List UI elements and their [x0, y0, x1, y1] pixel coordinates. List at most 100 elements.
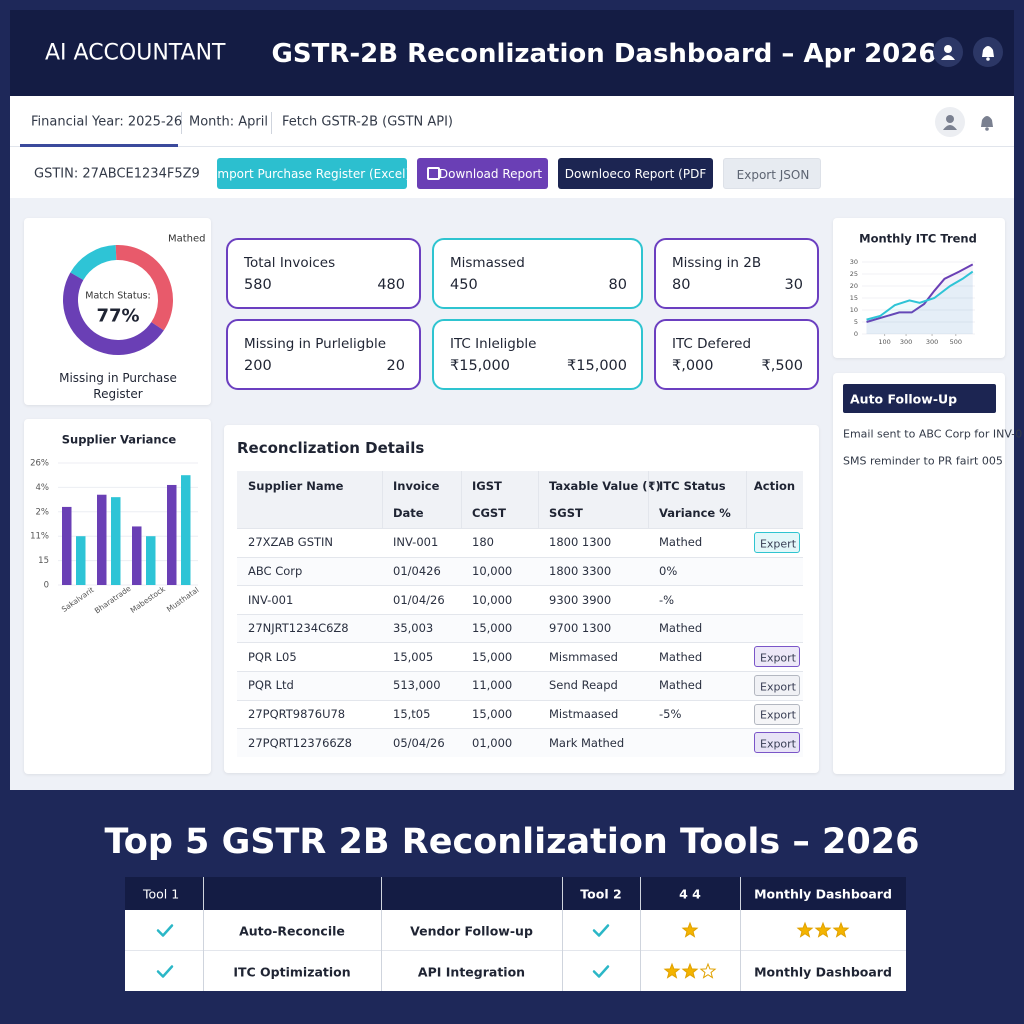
recon-cell: INV-001	[248, 592, 294, 607]
stat-value: 30	[784, 277, 803, 293]
tools-header: Monthly Dashboard	[754, 886, 892, 901]
recon-cell: 9300 3900	[549, 592, 612, 607]
stat-card	[654, 319, 819, 390]
recon-cell: Mathed	[659, 535, 703, 550]
stat-card	[654, 238, 819, 309]
recon-row	[237, 556, 803, 586]
tools-title: Top 5 GSTR 2B Reconlization Tools – 2026	[104, 822, 920, 862]
tools-cell: API Integration	[417, 964, 526, 979]
recon-row	[237, 613, 803, 643]
recon-cell: INV-001	[393, 535, 439, 550]
tools-header-bg	[125, 877, 906, 910]
recon-action-button[interactable]: Expert	[754, 532, 800, 553]
toolbar-divider	[10, 146, 1014, 147]
recon-header: Action	[753, 479, 796, 493]
tools-row-sep	[125, 950, 906, 951]
financial-year: Financial Year: 2025-26	[31, 114, 183, 130]
recon-cell: Mark Mathed	[549, 735, 625, 750]
recon-cell: ABC Corp	[248, 563, 303, 578]
tools-header: Tool 1	[143, 886, 180, 901]
stat-label: ITC Inleligble	[450, 336, 537, 352]
button-label: Downloeco Report (PDF	[564, 166, 707, 181]
recon-cell: 01/0426	[393, 563, 441, 578]
stat-card	[432, 238, 643, 309]
recon-action-label: Export	[759, 680, 797, 693]
recon-action-button[interactable]: Export	[754, 675, 800, 696]
itc-trend-card	[833, 218, 1005, 358]
recon-cell: 1800 3300	[549, 563, 612, 578]
download-icon	[427, 167, 440, 180]
recon-header: Date	[393, 506, 424, 520]
recon-cell: 05/04/26	[393, 735, 445, 750]
stat-value: 200	[244, 358, 272, 374]
tools-cell: Monthly Dashboard	[754, 964, 892, 979]
recon-action-label: Export	[759, 737, 797, 751]
stat-value: 80	[608, 277, 627, 293]
recon-cell: PQR L05	[248, 649, 297, 664]
stat-value: 580	[244, 277, 272, 293]
recon-cell: 513,000	[393, 678, 441, 693]
recon-cell: 15,005	[393, 649, 434, 664]
recon-cell: PQR Ltd	[248, 678, 294, 693]
recon-cell: Mismmased	[549, 649, 618, 664]
stat-label: Total Invoices	[244, 255, 336, 271]
toolbar-button[interactable]: Import Purchase Register (Excel)	[214, 158, 410, 189]
recon-header: Taxable Value (₹)	[549, 479, 661, 493]
toolbar-sep	[271, 112, 272, 134]
recon-cell: Send Reapd	[549, 678, 618, 693]
tools-col-sep	[562, 877, 563, 991]
toolbar-button[interactable]: Download Report	[417, 158, 548, 189]
recon-cell: 27PQRT9876U78	[248, 706, 346, 721]
recon-cell: 01,000	[472, 735, 513, 750]
donut-center-value: 77%	[96, 305, 140, 327]
tab-underline	[20, 144, 178, 147]
supplier-variance-card	[24, 419, 211, 774]
recon-cell: 1800 1300	[549, 535, 612, 550]
recon-action-button[interactable]: Export	[754, 732, 800, 754]
follow-up-item: SMS reminder to PR fairt 005	[843, 454, 1003, 468]
recon-action-button[interactable]: Export	[754, 703, 800, 725]
gstin: GSTIN: 27ABCE1234F5Z9	[34, 166, 200, 182]
recon-cell: 9700 1300	[549, 621, 612, 636]
toolbar-button[interactable]: Downloeco Report (PDF	[558, 158, 713, 189]
stat-value: ₹,000	[672, 358, 714, 374]
recon-action-button[interactable]: Export	[754, 646, 800, 668]
recon-action-label: Export	[759, 651, 797, 665]
recon-cell: 15,000	[472, 621, 513, 636]
recon-cell: 15,000	[472, 706, 513, 721]
follow-up-header	[843, 384, 996, 413]
brand: AI ACCOUNTANT	[45, 40, 226, 66]
recon-cell: 27NJRT1234C6Z8	[248, 621, 349, 636]
toolbar-button[interactable]: Export JSON	[723, 158, 821, 189]
recon-header: Invoice	[393, 479, 440, 493]
recon-cell: -%	[659, 592, 675, 607]
recon-action-label: Export	[759, 708, 797, 722]
recon-header: CGST	[472, 506, 507, 520]
recon-header: ITC Status	[659, 479, 726, 493]
recon-cell: Mathed	[659, 649, 703, 664]
recon-action-label: Expert	[759, 537, 797, 550]
recon-row	[237, 585, 803, 614]
follow-up-item: Email sent to ABC Corp for INV-0	[843, 427, 1023, 441]
tools-col-sep	[203, 877, 204, 991]
recon-cell: 35,003	[393, 621, 434, 636]
stat-value: 80	[672, 277, 691, 293]
fetch-gstr: Fetch GSTR-2B (GSTN API)	[282, 114, 453, 130]
recon-row	[237, 642, 803, 671]
toolbar-sep	[181, 112, 182, 134]
tools-col-sep	[640, 877, 641, 991]
stat-value: 450	[450, 277, 478, 293]
stat-value: 480	[377, 277, 405, 293]
recon-cell: Mathed	[659, 678, 703, 693]
donut-caption: Missing in Purchase Register	[59, 371, 177, 401]
tools-col-sep	[381, 877, 382, 991]
stat-card	[226, 319, 421, 390]
tools-header: Tool 2	[580, 886, 622, 901]
recon-cell: 27XZAB GSTIN	[248, 535, 334, 550]
recon-header: Supplier Name	[248, 479, 344, 493]
recon-header: Variance %	[659, 506, 731, 520]
recon-header-bg	[237, 471, 803, 528]
stat-card	[432, 319, 643, 390]
stat-card	[226, 238, 421, 309]
